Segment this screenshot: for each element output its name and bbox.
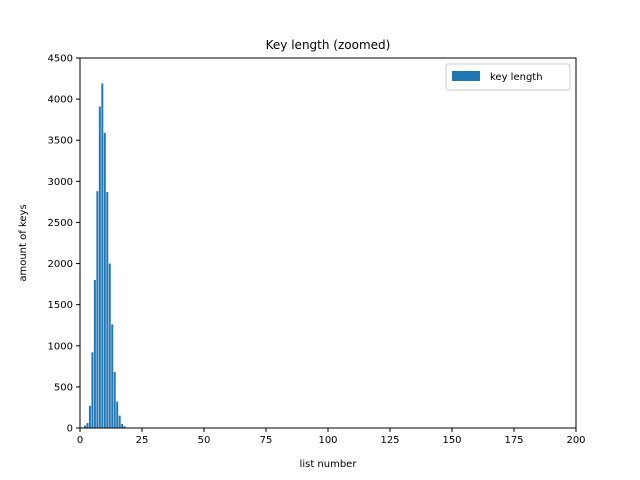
x-tick-label: 125 <box>380 435 399 446</box>
y-tick-label: 2000 <box>48 259 73 270</box>
y-axis-label: amount of keys <box>18 204 29 281</box>
y-tick-label: 2500 <box>48 218 73 229</box>
legend-label: key length <box>490 72 543 83</box>
y-tick-label: 1000 <box>48 341 73 352</box>
bar <box>101 83 104 428</box>
x-axis-ticks: 0 25 50 75 100 125 150 175 200 <box>77 428 586 446</box>
bar <box>121 423 124 428</box>
bar <box>93 280 96 428</box>
y-tick-label: 0 <box>67 424 73 435</box>
y-tick-label: 3500 <box>48 136 73 147</box>
bar <box>91 352 94 428</box>
bar <box>116 401 119 428</box>
bar <box>98 106 101 428</box>
legend-box <box>445 63 571 91</box>
bar <box>113 372 116 428</box>
x-axis-label: list number <box>300 459 358 470</box>
bar <box>108 263 111 428</box>
bar <box>123 426 126 428</box>
legend-swatch <box>452 71 480 81</box>
bar <box>86 423 89 428</box>
bar <box>88 405 91 428</box>
chart-title: Key length (zoomed) <box>266 38 391 52</box>
plot-frame <box>79 57 577 429</box>
x-tick-label: 175 <box>504 435 523 446</box>
bars-group <box>81 83 126 429</box>
legend: key length <box>445 63 571 91</box>
x-tick-label: 25 <box>136 435 149 446</box>
x-tick-label: 100 <box>318 435 337 446</box>
bar <box>118 415 121 428</box>
y-tick-label: 4000 <box>48 95 73 106</box>
bar <box>96 191 99 428</box>
y-tick-label: 3000 <box>48 177 73 188</box>
x-tick-label: 0 <box>77 435 83 446</box>
x-tick-label: 200 <box>566 435 585 446</box>
y-tick-label: 500 <box>54 382 73 393</box>
x-tick-label: 75 <box>260 435 273 446</box>
x-tick-label: 50 <box>198 435 211 446</box>
y-tick-label: 1500 <box>48 300 73 311</box>
y-axis-ticks: 0 500 1000 1500 2000 2500 3000 3500 4000 4500 <box>48 54 80 435</box>
x-tick-label: 150 <box>442 435 461 446</box>
bar <box>106 192 109 428</box>
bar <box>111 324 114 428</box>
bar <box>103 132 106 429</box>
y-tick-label: 4500 <box>48 54 73 65</box>
bar <box>83 425 86 428</box>
